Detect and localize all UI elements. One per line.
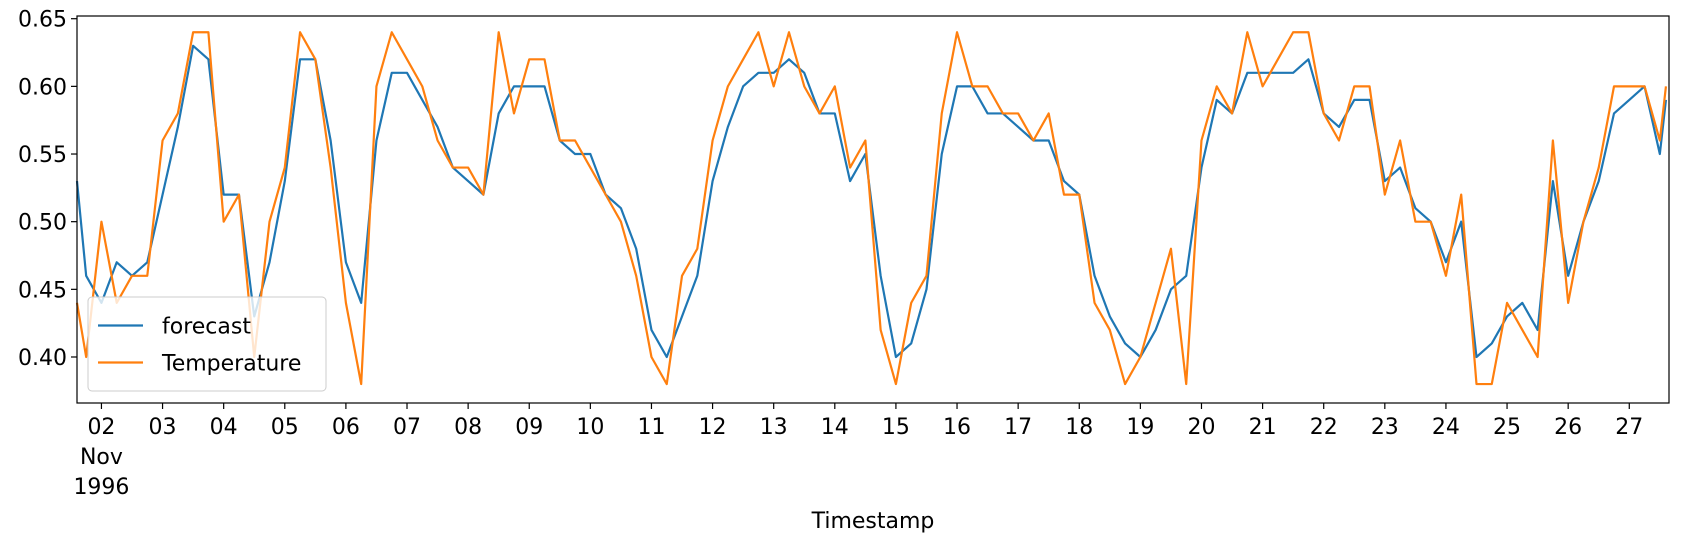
x-tick-label: 07 <box>393 415 421 440</box>
x-year-label: 1996 <box>73 475 129 500</box>
legend-box <box>87 296 327 392</box>
x-tick-label: 03 <box>149 415 177 440</box>
y-tick-label: 0.65 <box>18 8 67 33</box>
x-tick-label: 13 <box>760 415 788 440</box>
series-line <box>75 31 1668 386</box>
legend: forecast Temperature <box>87 296 327 392</box>
x-axis-label: Timestamp <box>811 509 935 534</box>
x-tick-label: 18 <box>1065 415 1093 440</box>
x-tick-label: 21 <box>1249 415 1277 440</box>
x-month-label: Nov <box>80 445 123 470</box>
x-tick-label: 12 <box>699 415 727 440</box>
x-tick-label: 02 <box>87 415 115 440</box>
x-tick-label: 09 <box>515 415 543 440</box>
x-tick-label: 11 <box>637 415 665 440</box>
x-tick-label: 19 <box>1126 415 1154 440</box>
y-tick-label: 0.50 <box>18 211 67 236</box>
y-tick-label: 0.55 <box>18 143 67 168</box>
x-tick-label: 14 <box>821 415 849 440</box>
x-tick-label: 23 <box>1371 415 1399 440</box>
x-tick-label: 20 <box>1187 415 1215 440</box>
x-tick-label: 04 <box>210 415 238 440</box>
x-tick-label: 05 <box>271 415 299 440</box>
plot-frame <box>76 15 1670 404</box>
x-tick-label: 15 <box>882 415 910 440</box>
y-tick-label: 0.40 <box>18 346 67 371</box>
x-tick-label: 25 <box>1493 415 1521 440</box>
x-tick-label: 08 <box>454 415 482 440</box>
x-tick-label: 22 <box>1310 415 1338 440</box>
series-line <box>75 44 1668 359</box>
x-tick-label: 16 <box>943 415 971 440</box>
x-tick-label: 24 <box>1432 415 1460 440</box>
legend-label: forecast <box>162 315 251 340</box>
x-tick-label: 06 <box>332 415 360 440</box>
x-tick-label: 17 <box>1004 415 1032 440</box>
x-tick-label: 27 <box>1615 415 1643 440</box>
legend-label: Temperature <box>161 352 301 377</box>
x-tick-label: 10 <box>576 415 604 440</box>
y-tick-label: 0.45 <box>18 278 67 303</box>
x-tick-label: 26 <box>1554 415 1582 440</box>
y-tick-label: 0.60 <box>18 75 67 100</box>
